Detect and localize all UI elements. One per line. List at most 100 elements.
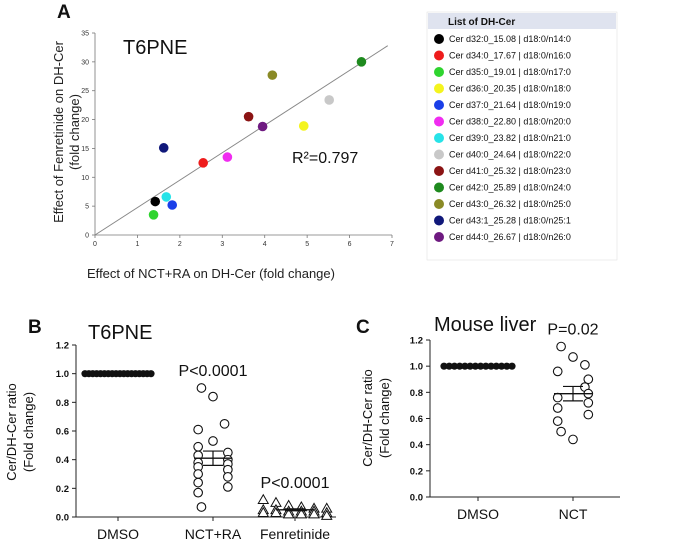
panel-a-point <box>298 121 309 131</box>
panel-b-point <box>219 418 230 429</box>
legend-marker <box>434 232 444 242</box>
panel-a-r2-annotation: R²=0.797 <box>292 150 358 167</box>
legend-marker <box>434 215 444 226</box>
legend-marker <box>434 100 444 110</box>
panel-b-category-label: DMSO <box>97 526 139 542</box>
panel-a-x-tick-label: 5 <box>305 241 309 248</box>
panel-c-point <box>450 362 459 370</box>
panel-c-ylabel-line1: Cer/DH-Cer ratio <box>360 369 375 467</box>
panel-c-point <box>552 392 563 403</box>
panel-a-ylabel-line1: Effect of Fenretinide on DH-Cer <box>51 40 66 223</box>
legend-marker <box>434 199 444 209</box>
legend-items: Cer d32:0_15.08 | d18:0/n14:0 Cer d34:0_1… <box>434 34 571 242</box>
panel-c-point <box>583 409 594 420</box>
panel-b-point <box>193 441 203 452</box>
panel-a-point <box>257 121 268 132</box>
panel-a-point <box>222 152 233 162</box>
panel-c-point <box>556 341 566 352</box>
legend-item-label: Cer d40:0_24.64 | d18:0/n22:0 <box>449 150 571 160</box>
panel-b-y-tick-label: 1.2 <box>56 341 69 352</box>
panel-letter-c: C <box>356 317 370 338</box>
panel-b-ylabel-line1: Cer/DH-Cer ratio <box>4 383 19 481</box>
legend-box <box>426 11 618 261</box>
panel-a-x-tick-label: 2 <box>178 241 182 248</box>
panel-c-point <box>440 362 448 370</box>
panel-c-y-tick-label: 0.6 <box>410 414 423 425</box>
panel-b-points <box>81 370 333 520</box>
panel-b-category-label: Fenretinide <box>260 526 330 542</box>
panel-a-title: T6PNE <box>123 37 187 59</box>
panel-a-point <box>324 95 335 105</box>
panel-b-point <box>196 383 207 393</box>
panel-a-points <box>148 57 367 220</box>
panel-c-pvalue-label: P=0.02 <box>547 322 598 339</box>
legend-item-label: Cer d32:0_15.08 | d18:0/n14:0 <box>449 34 571 44</box>
legend-marker <box>434 67 444 77</box>
panel-b-pvalue-label: P<0.0001 <box>261 475 330 492</box>
panel-a-y-tick-label: 5 <box>85 204 89 211</box>
panel-a-point <box>148 210 159 220</box>
panel-c-point <box>445 362 453 370</box>
panel-a-point <box>150 196 161 207</box>
legend-marker <box>434 182 444 193</box>
panel-a-y-tick-label: 30 <box>81 59 89 66</box>
panel-a-point <box>198 158 208 168</box>
panel-c-point <box>552 416 563 426</box>
panel-a-y-tick-label: 35 <box>81 31 89 38</box>
legend-item-label: Cer d38:0_22.80 | d18:0/n20:0 <box>449 117 571 127</box>
panel-c-point <box>568 434 578 445</box>
panel-b-point <box>147 370 155 378</box>
panel-c-y-tick-label: 1.2 <box>410 336 423 347</box>
panel-a-x-tick-label: 7 <box>390 241 394 248</box>
panel-c-category-label: DMSO <box>457 506 499 522</box>
legend-marker <box>434 83 444 94</box>
panel-a-x-tick-label: 4 <box>263 241 267 248</box>
panel-b-point <box>295 508 308 519</box>
panel-c-axes: 0.0 0.2 0.4 0.6 0.8 1.0 1.2 DMSO NCT P=0.02 <box>410 322 620 522</box>
panel-b-y-tick-label: 0.4 <box>56 455 70 466</box>
panel-b-point <box>257 493 270 505</box>
panel-c-y-tick-label: 1.0 <box>410 362 423 373</box>
legend-item-label: Cer d44:0_26.67 | d18:0/n26:0 <box>449 232 571 242</box>
panel-b-point <box>193 477 203 488</box>
panel-c-ylabel-line2: (Fold change) <box>377 378 392 458</box>
panel-b-point <box>208 391 218 402</box>
panel-a-x-tick-label: 6 <box>348 241 352 248</box>
panel-letter-b: B <box>28 317 42 338</box>
panel-c-point <box>556 426 566 437</box>
panel-b-point <box>223 482 233 492</box>
panel-b-point <box>320 509 333 520</box>
panel-a-point <box>243 111 254 122</box>
panel-b-y-tick-label: 0.6 <box>56 427 69 438</box>
panel-c-title: Mouse liver <box>434 314 537 336</box>
panel-a-xlabel: Effect of NCT+RA on DH-Cer (fold change) <box>87 266 335 281</box>
panel-b-ylabel-line2: (Fold change) <box>21 392 36 472</box>
panel-a-x-tick-label: 0 <box>93 241 97 248</box>
panel-a-point <box>356 57 367 67</box>
panel-a-point <box>158 143 169 153</box>
legend-marker <box>434 149 444 160</box>
panel-b-point <box>193 469 203 479</box>
panel-b-axes: 0.0 0.2 0.4 0.6 0.8 1.0 1.2 DMSO NCT+RA P<0.0001 F… <box>56 341 336 542</box>
panel-c-points <box>440 341 594 445</box>
panel-b-point <box>308 508 320 519</box>
legend-item-label: Cer d41:0_25.32 | d18:0/n23:0 <box>449 166 571 176</box>
panel-c-point <box>580 360 590 370</box>
panel-b-y-tick-label: 1.0 <box>56 369 69 380</box>
panel-c-y-tick-label: 0.2 <box>410 466 423 477</box>
panel-a-fit-line <box>94 45 389 236</box>
panel-a: A T6PNE Effect of NCT+RA on DH-Cer (fold… <box>51 2 618 281</box>
panel-c: C Mouse liver Cer/DH-Cer ratio (Fold cha… <box>356 314 620 522</box>
legend-item-label: Cer d36:0_20.35 | d18:0/n18:0 <box>449 84 571 94</box>
legend-item-label: Cer d34:0_17.67 | d18:0/n16:0 <box>449 51 571 61</box>
panel-c-point <box>503 362 511 370</box>
panel-b-point <box>193 424 203 435</box>
panel-b-point <box>257 506 270 517</box>
panel-b-title: T6PNE <box>88 322 152 344</box>
panel-b-y-tick-label: 0.0 <box>56 513 69 524</box>
panel-b-y-tick-label: 0.2 <box>56 484 69 495</box>
panel-c-point <box>552 366 563 377</box>
panel-b-y-tick-label: 0.8 <box>56 398 69 409</box>
legend-title: List of DH-Cer <box>448 17 515 28</box>
panel-letter-a: A <box>57 2 71 23</box>
